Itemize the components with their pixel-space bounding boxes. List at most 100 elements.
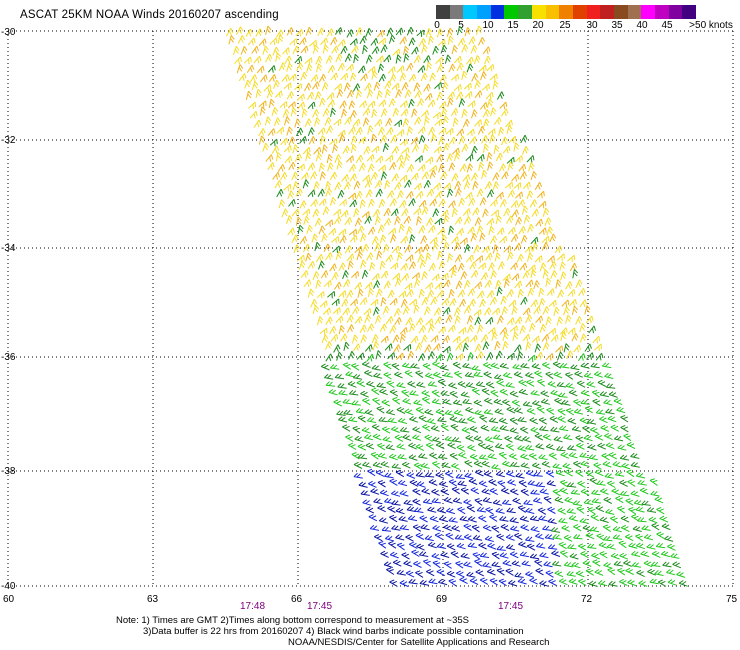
wind-barb <box>424 535 434 542</box>
wind-barb <box>333 118 342 126</box>
wind-barb <box>493 116 502 125</box>
wind-barb <box>506 352 515 361</box>
wind-barb <box>603 399 613 406</box>
wind-barb <box>394 119 403 127</box>
wind-barb <box>389 73 397 83</box>
wind-barb <box>533 471 543 477</box>
wind-barb <box>395 89 403 99</box>
wind-barb <box>561 524 571 532</box>
wind-barb <box>502 273 511 282</box>
wind-barb <box>337 39 346 47</box>
wind-barb <box>295 127 304 137</box>
wind-barb <box>355 154 364 164</box>
wind-barb <box>579 517 589 524</box>
wind-barb <box>391 500 401 506</box>
wind-barb <box>407 350 415 360</box>
wind-barb <box>342 424 351 432</box>
wind-barb <box>535 443 545 450</box>
wind-barb <box>502 340 509 351</box>
wind-barb <box>399 580 409 587</box>
wind-barb <box>548 578 557 586</box>
wind-barb <box>468 478 478 485</box>
wind-barb <box>399 426 410 433</box>
wind-barb <box>402 397 412 405</box>
wind-barb <box>377 505 386 513</box>
wind-barb <box>525 279 534 288</box>
wind-barb <box>308 136 316 145</box>
wind-barb <box>588 454 598 461</box>
wind-barb <box>470 269 479 279</box>
colorbar-swatch <box>449 5 464 19</box>
wind-barb <box>424 92 433 101</box>
wind-barb <box>461 143 469 153</box>
wind-barb <box>306 63 313 73</box>
wind-barb <box>551 560 562 567</box>
wind-barb <box>448 63 456 73</box>
wind-barb <box>479 232 486 242</box>
wind-barb <box>441 461 451 469</box>
wind-barb <box>336 410 346 416</box>
wind-barb <box>575 435 584 443</box>
wind-barb <box>554 397 563 405</box>
wind-barb <box>630 490 640 497</box>
wind-barb <box>422 243 430 253</box>
note-line-1: Note: 1) Times are GMT 2)Times along bot… <box>116 615 469 626</box>
wind-barb <box>604 472 614 479</box>
wind-barb <box>527 480 537 487</box>
wind-barb <box>429 165 438 173</box>
colorbar-swatch <box>572 5 587 19</box>
wind-barb <box>437 378 447 387</box>
wind-barb <box>435 471 445 479</box>
wind-barb <box>331 272 339 281</box>
wind-barb <box>394 434 404 442</box>
wind-barb <box>409 416 419 423</box>
wind-barb <box>386 190 395 199</box>
wind-barb <box>509 417 518 425</box>
wind-barb <box>446 153 454 163</box>
wind-speed-colorbar <box>436 5 697 19</box>
wind-barb <box>525 470 535 477</box>
wind-barb <box>502 331 509 341</box>
wind-barb <box>294 83 303 91</box>
wind-barb <box>578 543 587 551</box>
wind-barb <box>262 142 269 152</box>
wind-barb <box>297 224 304 234</box>
wind-barb <box>591 489 601 496</box>
wind-barb <box>604 432 613 441</box>
wind-barb <box>358 162 366 172</box>
wind-barb <box>412 524 422 532</box>
wind-barb <box>535 351 544 360</box>
wind-barb <box>475 469 484 477</box>
colorbar-swatch <box>641 5 655 19</box>
wind-barb <box>436 64 444 73</box>
wind-barb <box>300 45 309 54</box>
wind-barb <box>455 188 462 197</box>
wind-barb <box>363 146 371 155</box>
wind-barb <box>347 260 354 270</box>
wind-barb <box>327 64 336 74</box>
colorbar-label-30: 30 <box>586 20 598 31</box>
wind-barb <box>269 138 278 147</box>
wind-barb <box>403 560 413 567</box>
wind-barb <box>378 99 387 108</box>
wind-barb <box>526 379 535 387</box>
wind-barb <box>328 227 337 236</box>
wind-barb <box>529 553 540 560</box>
wind-barb <box>529 515 540 522</box>
wind-barb <box>402 118 410 128</box>
wind-barb <box>404 370 413 378</box>
wind-barb <box>451 436 462 443</box>
wind-barb <box>655 542 666 549</box>
wind-barb <box>303 215 310 225</box>
wind-barb <box>472 534 483 541</box>
wind-barb <box>530 299 539 308</box>
wind-barb <box>526 190 534 200</box>
wind-barb <box>338 262 346 272</box>
wind-barb <box>297 101 306 110</box>
wind-barb <box>401 552 410 560</box>
wind-barb <box>509 325 518 333</box>
wind-barb <box>463 180 471 190</box>
wind-barb <box>503 245 512 253</box>
wind-barb <box>651 550 661 558</box>
wind-barb <box>428 351 435 360</box>
